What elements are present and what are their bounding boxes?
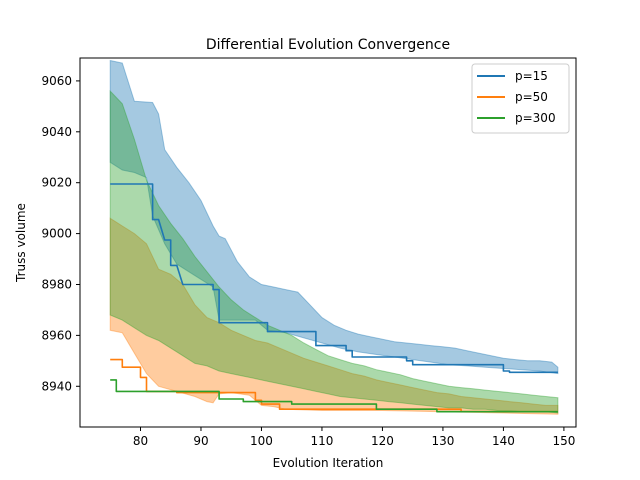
series-line-p-300: [110, 379, 558, 413]
y-tick-label: 9000: [41, 227, 72, 241]
y-tick-label: 9040: [41, 125, 72, 139]
x-tick-label: 90: [193, 434, 208, 448]
band-p-50: [109, 217, 559, 415]
series-line-p-50: [110, 358, 558, 413]
series-line-p-15: [110, 183, 558, 374]
series-lines: [110, 183, 558, 413]
legend-label-p-300: p=300: [515, 111, 556, 125]
y-axis: 8940 8960 8980 9000 9020 9040 9060: [41, 74, 80, 393]
x-tick-label: 150: [552, 434, 575, 448]
x-tick-label: 100: [250, 434, 273, 448]
chart-title: Differential Evolution Convergence: [206, 37, 450, 53]
y-tick-label: 8960: [41, 328, 72, 342]
plot-frame: [79, 57, 577, 428]
x-axis-label: Evolution Iteration: [273, 456, 384, 470]
legend-label-p-50: p=50: [515, 90, 548, 104]
legend: p=15 p=50 p=300: [471, 63, 570, 134]
x-axis: 80 90 100 110 120 130 140 150: [133, 427, 575, 448]
y-tick-label: 8940: [41, 379, 72, 393]
y-axis-label: Truss volume: [14, 203, 28, 283]
x-tick-label: 140: [492, 434, 515, 448]
y-tick-label: 9020: [41, 176, 72, 190]
legend-box: [471, 63, 570, 134]
x-tick-label: 130: [431, 434, 454, 448]
x-tick-label: 110: [310, 434, 333, 448]
y-tick-label: 8980: [41, 277, 72, 291]
x-tick-label: 80: [133, 434, 148, 448]
y-tick-label: 9060: [41, 74, 72, 88]
legend-label-p-15: p=15: [515, 69, 548, 83]
x-tick-label: 120: [371, 434, 394, 448]
band-p-15: [109, 59, 559, 375]
